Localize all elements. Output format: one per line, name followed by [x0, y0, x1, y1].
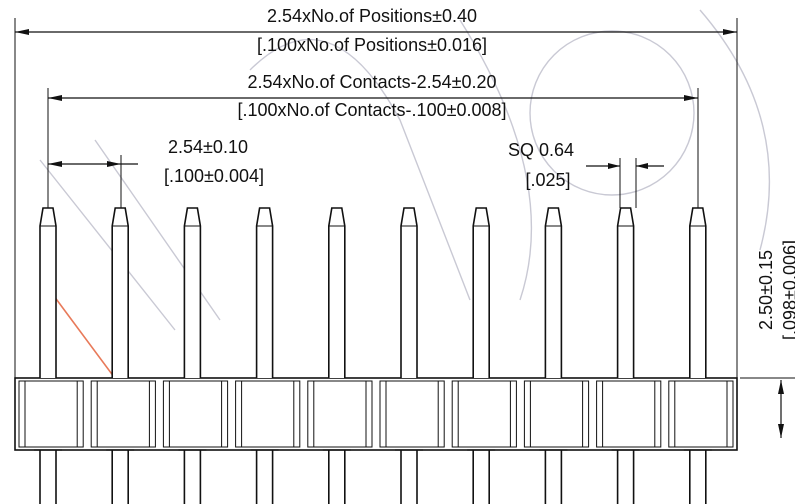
pin-upper — [39, 207, 57, 378]
housing-cell-inner — [457, 380, 511, 448]
pin-upper — [472, 207, 490, 378]
pin-lower — [328, 450, 346, 504]
contacts-span-in: [.100xNo.of Contacts-.100±0.008] — [237, 100, 506, 120]
pin-square-mm: SQ 0.64 — [508, 140, 574, 160]
height-mm: 2.50±0.15 — [756, 250, 776, 330]
pin-upper — [255, 207, 274, 378]
housing-cell-inner — [385, 380, 439, 448]
contacts-span-mm: 2.54xNo.of Contacts-2.54±0.20 — [247, 72, 496, 92]
pitch-in: [.100±0.004] — [164, 166, 264, 186]
pin-upper — [689, 207, 707, 378]
connector-pins — [34, 207, 712, 504]
dimension-height: 2.50±0.15 [.098±0.006] — [740, 240, 795, 438]
pin-upper — [616, 207, 635, 378]
dimension-pin-square: SQ 0.64 [.025] — [508, 140, 664, 208]
pin-lower — [400, 450, 418, 504]
pin-lower — [255, 450, 274, 504]
pin-lower — [111, 450, 129, 504]
pin-lower — [39, 450, 57, 504]
pin-lower — [183, 450, 202, 504]
pin-square-in: [.025] — [525, 170, 570, 190]
pin-upper — [111, 207, 129, 378]
dimension-total-length: 2.54xNo.of Positions±0.40 [.100xNo.of Po… — [14, 6, 738, 378]
housing-cell-inner — [602, 380, 656, 448]
dimension-pitch: 2.54±0.10 [.100±0.004] — [48, 137, 264, 208]
pitch-mm: 2.54±0.10 — [168, 137, 248, 157]
pin-upper — [544, 207, 563, 378]
housing-cell-inner — [96, 380, 150, 448]
dimension-contacts-span: 2.54xNo.of Contacts-2.54±0.20 [.100xNo.o… — [47, 72, 699, 208]
housing-outline — [14, 377, 738, 451]
housing-cell-inner — [241, 380, 295, 448]
pin-lower — [689, 450, 707, 504]
pin-upper — [400, 207, 418, 378]
pin-lower — [472, 450, 490, 504]
housing-cell-inner — [529, 380, 584, 448]
total-length-mm: 2.54xNo.of Positions±0.40 — [267, 6, 477, 26]
pin-upper — [328, 207, 346, 378]
total-length-in: [.100xNo.of Positions±0.016] — [257, 35, 487, 55]
housing-cell-inner — [168, 380, 223, 448]
housing-cell-inner — [24, 380, 78, 448]
connector-housing — [14, 377, 738, 451]
housing-cell-inner — [674, 380, 728, 448]
pin-lower — [616, 450, 635, 504]
height-in: [.098±0.006] — [780, 240, 795, 340]
pin-lower — [544, 450, 563, 504]
pin-upper — [183, 207, 202, 378]
housing-cell-inner — [313, 380, 367, 448]
